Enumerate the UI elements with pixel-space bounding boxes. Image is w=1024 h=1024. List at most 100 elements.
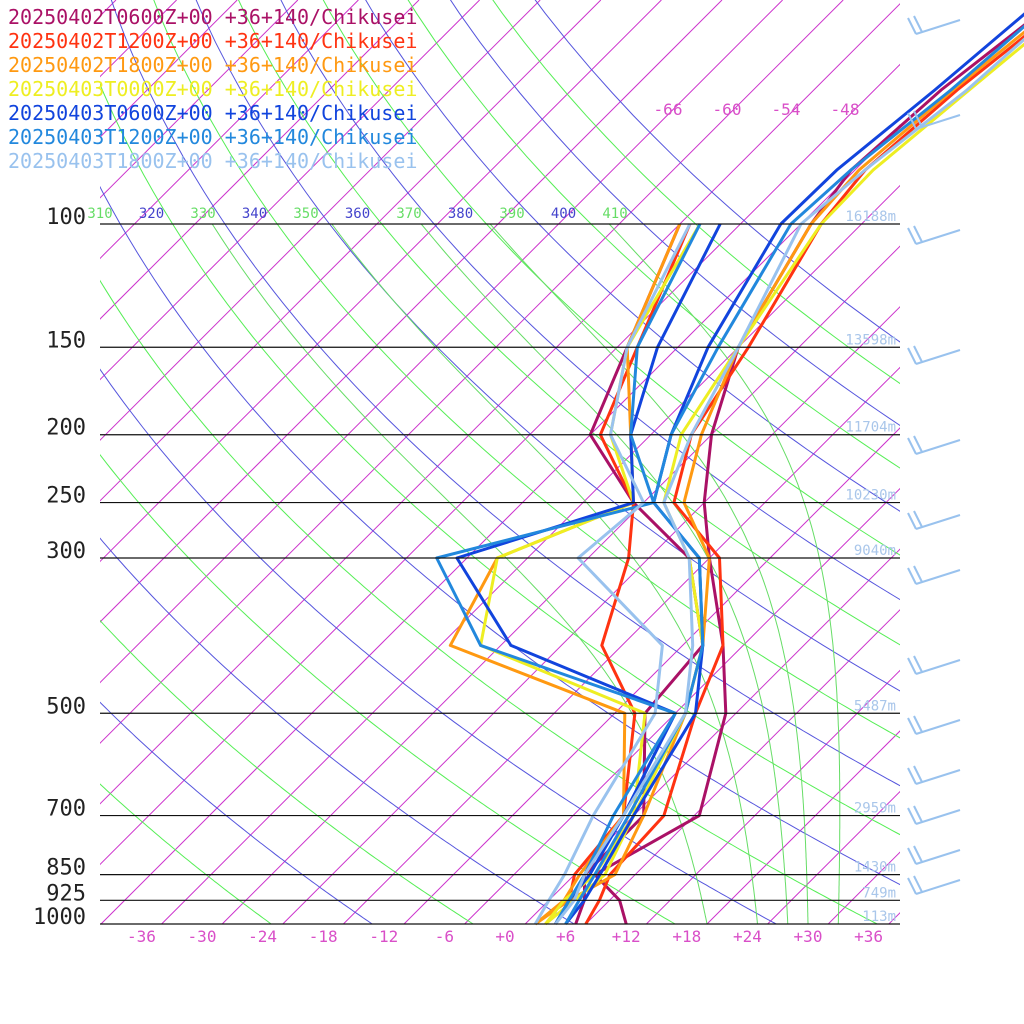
wind-barb-flag — [907, 847, 917, 865]
isotherm-label: -54 — [772, 100, 801, 119]
wind-barb-staff — [915, 349, 961, 365]
legend-entry: 20250403T1200Z+00 +36+140/Chikusei — [8, 125, 417, 149]
dry-adiabat-line — [100, 537, 575, 924]
pressure-tick-label: 500 — [46, 694, 86, 719]
height-label: 1430m — [854, 860, 896, 876]
wind-barb-staff — [915, 229, 961, 245]
height-label: 749m — [862, 885, 896, 901]
wind-barb-staff — [915, 769, 961, 785]
wind-barb-staff — [915, 514, 961, 530]
wind-barb-flag — [907, 657, 917, 675]
temperature-tick-label: -30 — [188, 927, 217, 946]
temperature-profile-upper-line — [809, 23, 1024, 225]
wind-barb-flag — [907, 112, 917, 130]
dry-adiabat-line — [449, 0, 900, 427]
isotherm-line — [282, 306, 900, 924]
wind-barb-flag — [913, 510, 923, 528]
isotherm-line — [100, 0, 359, 260]
wind-barb-flag — [913, 435, 923, 453]
legend-entry: 20250402T0600Z+00 +36+140/Chikusei — [8, 5, 417, 29]
temperature-tick-label: +18 — [672, 927, 701, 946]
isotherm-line — [949, 0, 1024, 924]
height-label: 16188m — [845, 209, 896, 225]
wind-barb-flag — [907, 767, 917, 785]
dry-adiabat-line — [237, 0, 900, 646]
pressure-tick-label: 700 — [46, 797, 86, 822]
isotherm-label: -60 — [713, 100, 742, 119]
isoline-labels: 310 320 330 340 350 360 370 380 390 400 410 -66 -60 -… — [87, 100, 859, 222]
wind-barbs — [907, 15, 961, 895]
pressure-tick-label: 250 — [46, 484, 86, 509]
height-label: 10230m — [845, 488, 896, 504]
theta-label: 370 — [396, 206, 421, 222]
wind-barb-flag — [913, 765, 923, 783]
dry-adiabat-line — [153, 0, 900, 739]
isotherm-line — [100, 0, 844, 744]
temperature-profile-upper-line — [779, 12, 1024, 226]
legend: 20250402T0600Z+00 +36+140/Chikusei202504… — [8, 5, 417, 173]
temperature-tick-label: -24 — [248, 927, 277, 946]
wind-barb-flag — [907, 717, 917, 735]
isotherm-line — [100, 0, 420, 320]
wind-barb-flag — [913, 225, 923, 243]
wind-barb-staff — [915, 114, 961, 130]
wind-barb-flag — [913, 15, 923, 33]
theta-label: 320 — [139, 206, 164, 222]
pressure-tick-label: 200 — [46, 416, 86, 441]
dry-adiabat-line — [110, 0, 900, 787]
legend-entry: 20250402T1200Z+00 +36+140/Chikusei — [8, 29, 417, 53]
temperature-tick-label: +12 — [612, 927, 641, 946]
dry-adiabat-line — [100, 279, 878, 924]
dry-adiabat-line — [100, 701, 373, 924]
wind-barb-flag — [907, 227, 917, 245]
wind-barb-flag — [907, 437, 917, 455]
isotherm-line — [524, 548, 900, 924]
temperature-tick-label: -6 — [435, 927, 454, 946]
temperature-tick-label: +24 — [733, 927, 762, 946]
wind-barb-flag — [913, 875, 923, 893]
isotherm-line — [100, 0, 723, 623]
wind-barb-flag — [913, 715, 923, 733]
sounding-profiles — [435, 12, 1024, 926]
theta-label: 340 — [242, 206, 267, 222]
temperature-profile-upper-line — [789, 24, 1024, 226]
isotherm-line — [464, 487, 900, 924]
isotherm-line — [585, 609, 900, 924]
isotherm-line — [343, 366, 900, 924]
isotherm-line — [100, 0, 783, 684]
dry-adiabat-line — [100, 185, 900, 886]
isotherm-line — [1010, 0, 1024, 924]
dry-adiabat-line — [100, 83, 900, 836]
isotherm-line — [646, 669, 900, 924]
temperature-profile-line — [584, 223, 823, 925]
isotherm-line — [100, 3, 900, 805]
dry-adiabat-line — [534, 0, 900, 343]
isotherm-line — [100, 0, 299, 199]
isotherm-line — [827, 851, 900, 924]
wind-barb-flag — [907, 877, 917, 895]
pressure-tick-label: 150 — [46, 328, 86, 353]
legend-entry: 20250403T1800Z+00 +36+140/Chikusei — [8, 149, 417, 173]
height-label: 113m — [862, 909, 896, 925]
wind-barb-flag — [907, 17, 917, 35]
temperature-tick-label: +0 — [495, 927, 514, 946]
wind-barb-flag — [907, 512, 917, 530]
wind-barb-staff — [915, 439, 961, 455]
wind-barb-flag — [913, 655, 923, 673]
dry-adiabat-line — [100, 368, 777, 924]
isotherm-label: -48 — [831, 100, 860, 119]
temperature-tick-label: -18 — [309, 927, 338, 946]
dry-adiabat-line — [100, 619, 474, 924]
legend-entry: 20250402T1800Z+00 +36+140/Chikusei — [8, 53, 417, 77]
pressure-tick-label: 925 — [46, 881, 86, 906]
temperature-profile-line — [534, 223, 813, 926]
temperature-tick-label: +36 — [854, 927, 883, 946]
dewpoint-profile-line — [533, 223, 692, 925]
height-label: 13598m — [845, 332, 896, 348]
wind-barb-flag — [913, 805, 923, 823]
wind-barb-staff — [915, 879, 961, 895]
moist-adiabat-line — [420, 223, 789, 924]
temperature-profile-upper-line — [800, 37, 1024, 226]
dewpoint-profile-line — [435, 223, 702, 925]
